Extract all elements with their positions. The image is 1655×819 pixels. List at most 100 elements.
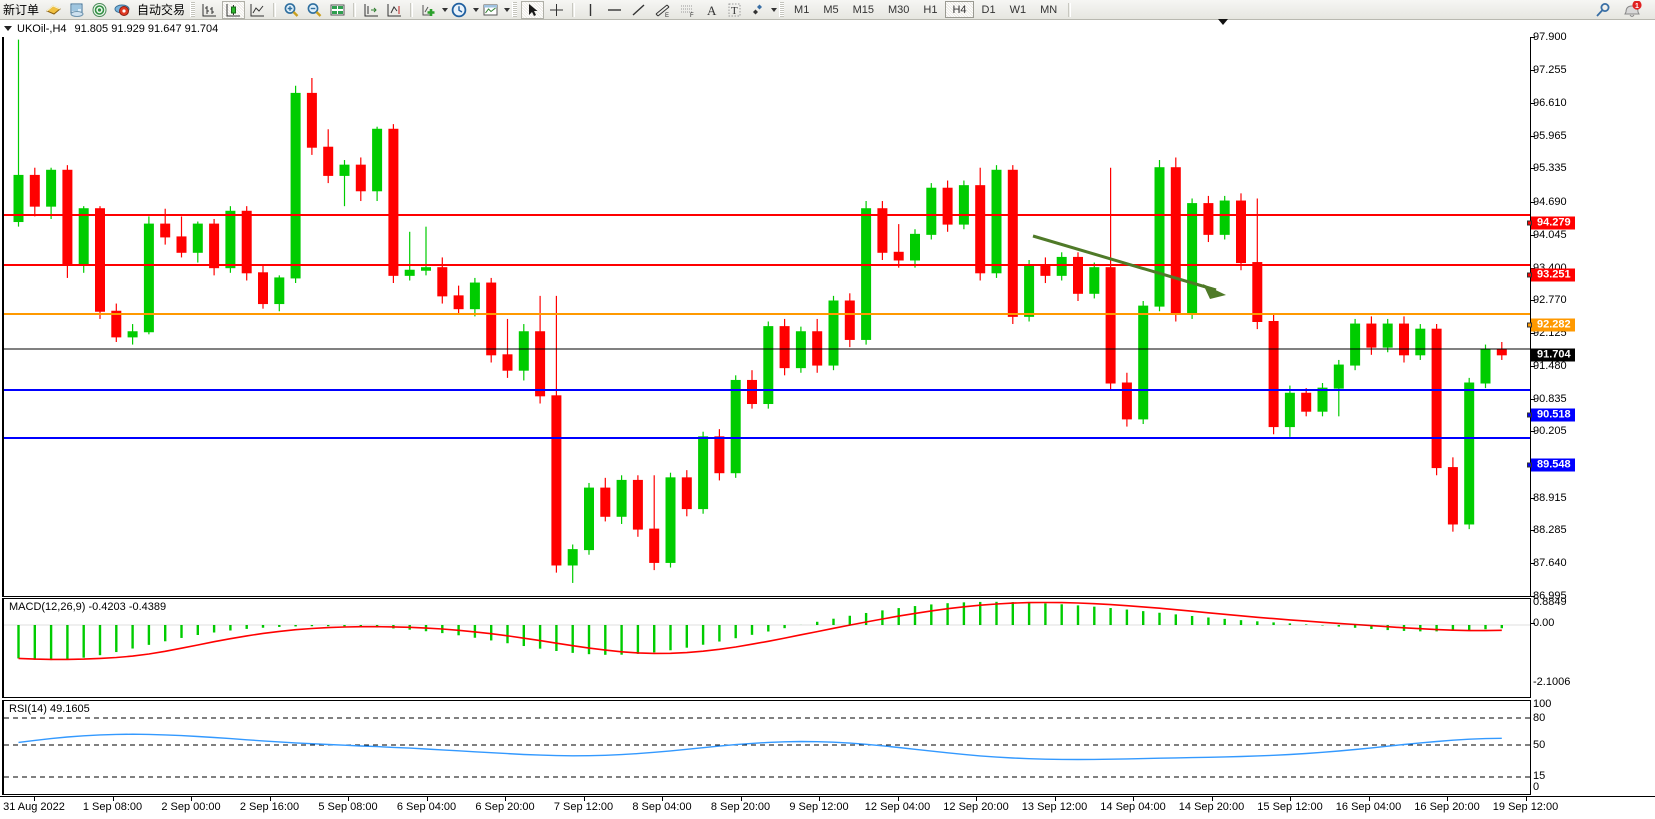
bar-chart-icon[interactable] [199, 1, 220, 19]
candle-body [1284, 392, 1295, 428]
time-axis-label: 16 Sep 20:00 [1414, 801, 1480, 813]
data-window-icon[interactable] [327, 1, 348, 19]
timeframe-d1[interactable]: D1 [981, 3, 996, 16]
notification-bell-icon[interactable]: 1 [1621, 0, 1645, 19]
periods-icon[interactable] [449, 1, 470, 19]
text-icon[interactable]: A [701, 1, 722, 19]
price-tag-handle[interactable] [1527, 412, 1532, 418]
price-axis-tick [1531, 234, 1535, 236]
price-axis-label: 90.835 [1533, 393, 1567, 406]
zoom-in-icon[interactable] [281, 1, 302, 19]
toolbar-grip[interactable] [190, 2, 196, 17]
macd-indicator-pane[interactable]: MACD(12,26,9) -0.4203 -0.4389 [2, 598, 1531, 698]
toolbar-grip[interactable] [779, 2, 785, 17]
price-tag-handle[interactable] [1527, 462, 1532, 468]
toolbar-separator [572, 2, 576, 17]
fibonacci-icon[interactable]: F [676, 1, 699, 19]
candle-body [225, 210, 236, 269]
trendline-icon[interactable] [628, 1, 649, 19]
templates-dropdown-arrow[interactable] [504, 7, 511, 12]
toolbar-separator [353, 2, 357, 17]
timeframe-h4[interactable]: H4 [945, 1, 974, 18]
indicator-dropdown-arrow[interactable] [442, 7, 449, 12]
price-tag-resistance[interactable]: 93.251 [1527, 268, 1575, 282]
cursor-icon[interactable] [521, 0, 545, 19]
crosshair-icon[interactable] [546, 1, 567, 19]
candle-body [1089, 267, 1100, 294]
auto-trading-icon[interactable] [112, 1, 133, 19]
chart-menu-caret-icon[interactable] [4, 26, 12, 31]
objects-icon[interactable] [747, 1, 768, 19]
add-indicator-icon[interactable] [418, 1, 439, 19]
price-tag-support[interactable]: 90.518 [1527, 408, 1575, 422]
candle-body [1138, 305, 1149, 420]
vertical-line-icon[interactable] [580, 1, 601, 19]
price-tag-handle[interactable] [1527, 322, 1532, 328]
time-axis-tick [1368, 797, 1370, 801]
line-chart-icon[interactable] [247, 1, 268, 19]
timeframe-m15[interactable]: M15 [852, 3, 874, 16]
text-label-icon[interactable]: T [724, 1, 745, 19]
macd-axis-tick [1531, 623, 1535, 624]
time-axis-tick [740, 797, 742, 801]
candle-body [339, 164, 350, 176]
search-icon[interactable] [1592, 1, 1614, 19]
price-tag-resistance[interactable]: 94.279 [1527, 216, 1575, 230]
macd-axis-label: 0.8849 [1533, 596, 1567, 608]
toolbar-grip[interactable] [512, 2, 518, 17]
time-axis-label: 31 Aug 2022 [3, 801, 65, 813]
price-axis[interactable]: 97.900 97.255 96.610 95.965 95.335 94.690 94.0… [1527, 21, 1655, 797]
horizontal-line-icon[interactable] [603, 1, 626, 19]
time-axis-tick [1447, 797, 1448, 801]
auto-scroll-icon[interactable] [384, 1, 405, 19]
price-axis-tick [1531, 168, 1535, 170]
templates-icon[interactable] [480, 1, 501, 19]
candle-body [600, 487, 611, 517]
price-tag-handle[interactable] [1527, 272, 1532, 278]
candle-body [1480, 349, 1491, 384]
toolbar-separator [410, 2, 414, 17]
timeframe-m1[interactable]: M1 [794, 3, 810, 16]
new-order-label[interactable]: 新订单 [3, 3, 40, 17]
candlestick-chart-icon[interactable] [222, 0, 246, 19]
candle-body [1496, 349, 1507, 356]
zoom-out-icon[interactable] [304, 1, 325, 19]
auto-trading-label[interactable]: 自动交易 [137, 3, 186, 17]
rsi-indicator-pane[interactable]: RSI(14) 49.1605 [2, 700, 1531, 795]
price-tag-pivot[interactable]: 92.282 [1527, 318, 1575, 332]
timeframe-m30[interactable]: M30 [888, 3, 910, 16]
candle-body [62, 169, 73, 266]
svg-text:E: E [665, 13, 669, 18]
timeframe-h1[interactable]: H1 [923, 3, 938, 16]
timeframe-w1[interactable]: W1 [1009, 3, 1027, 16]
price-axis-label: 95.965 [1533, 130, 1567, 143]
account-icon[interactable] [66, 1, 87, 19]
price-chart-pane[interactable] [2, 37, 1531, 597]
time-axis-tick [34, 797, 35, 801]
time-axis[interactable]: 31 Aug 2022 1 Sep 08:00 2 Sep 00:00 2 Sep 1… [0, 796, 1655, 819]
price-axis-label: 94.045 [1533, 228, 1567, 241]
equidistant-channel-icon[interactable]: E [651, 1, 674, 19]
chart-shift-icon[interactable] [361, 1, 382, 19]
periods-dropdown-arrow[interactable] [473, 7, 480, 12]
price-tag-handle[interactable] [1527, 220, 1532, 226]
time-axis-label: 5 Sep 08:00 [318, 801, 378, 813]
candle-body [143, 223, 154, 333]
candle-body [453, 295, 464, 310]
candle-body [1268, 320, 1279, 428]
objects-dropdown-arrow[interactable] [771, 7, 778, 12]
time-axis-label: 12 Sep 04:00 [864, 801, 931, 813]
main-toolbar: 新订单 [0, 0, 1655, 20]
rsi-axis-label: 80 [1533, 712, 1546, 724]
candle-body [861, 208, 872, 340]
timeframe-mn[interactable]: MN [1040, 3, 1058, 16]
time-axis-tick [112, 797, 114, 801]
price-tag-support[interactable]: 89.548 [1527, 458, 1575, 472]
candle-body [795, 331, 806, 369]
signals-icon[interactable] [89, 1, 110, 19]
price-tag-last-price[interactable]: 91.704 [1531, 348, 1575, 362]
candle-body [1317, 387, 1328, 412]
timeframe-m5[interactable]: M5 [823, 3, 839, 16]
candle-body [584, 487, 594, 551]
new-order-icon[interactable] [43, 1, 64, 19]
